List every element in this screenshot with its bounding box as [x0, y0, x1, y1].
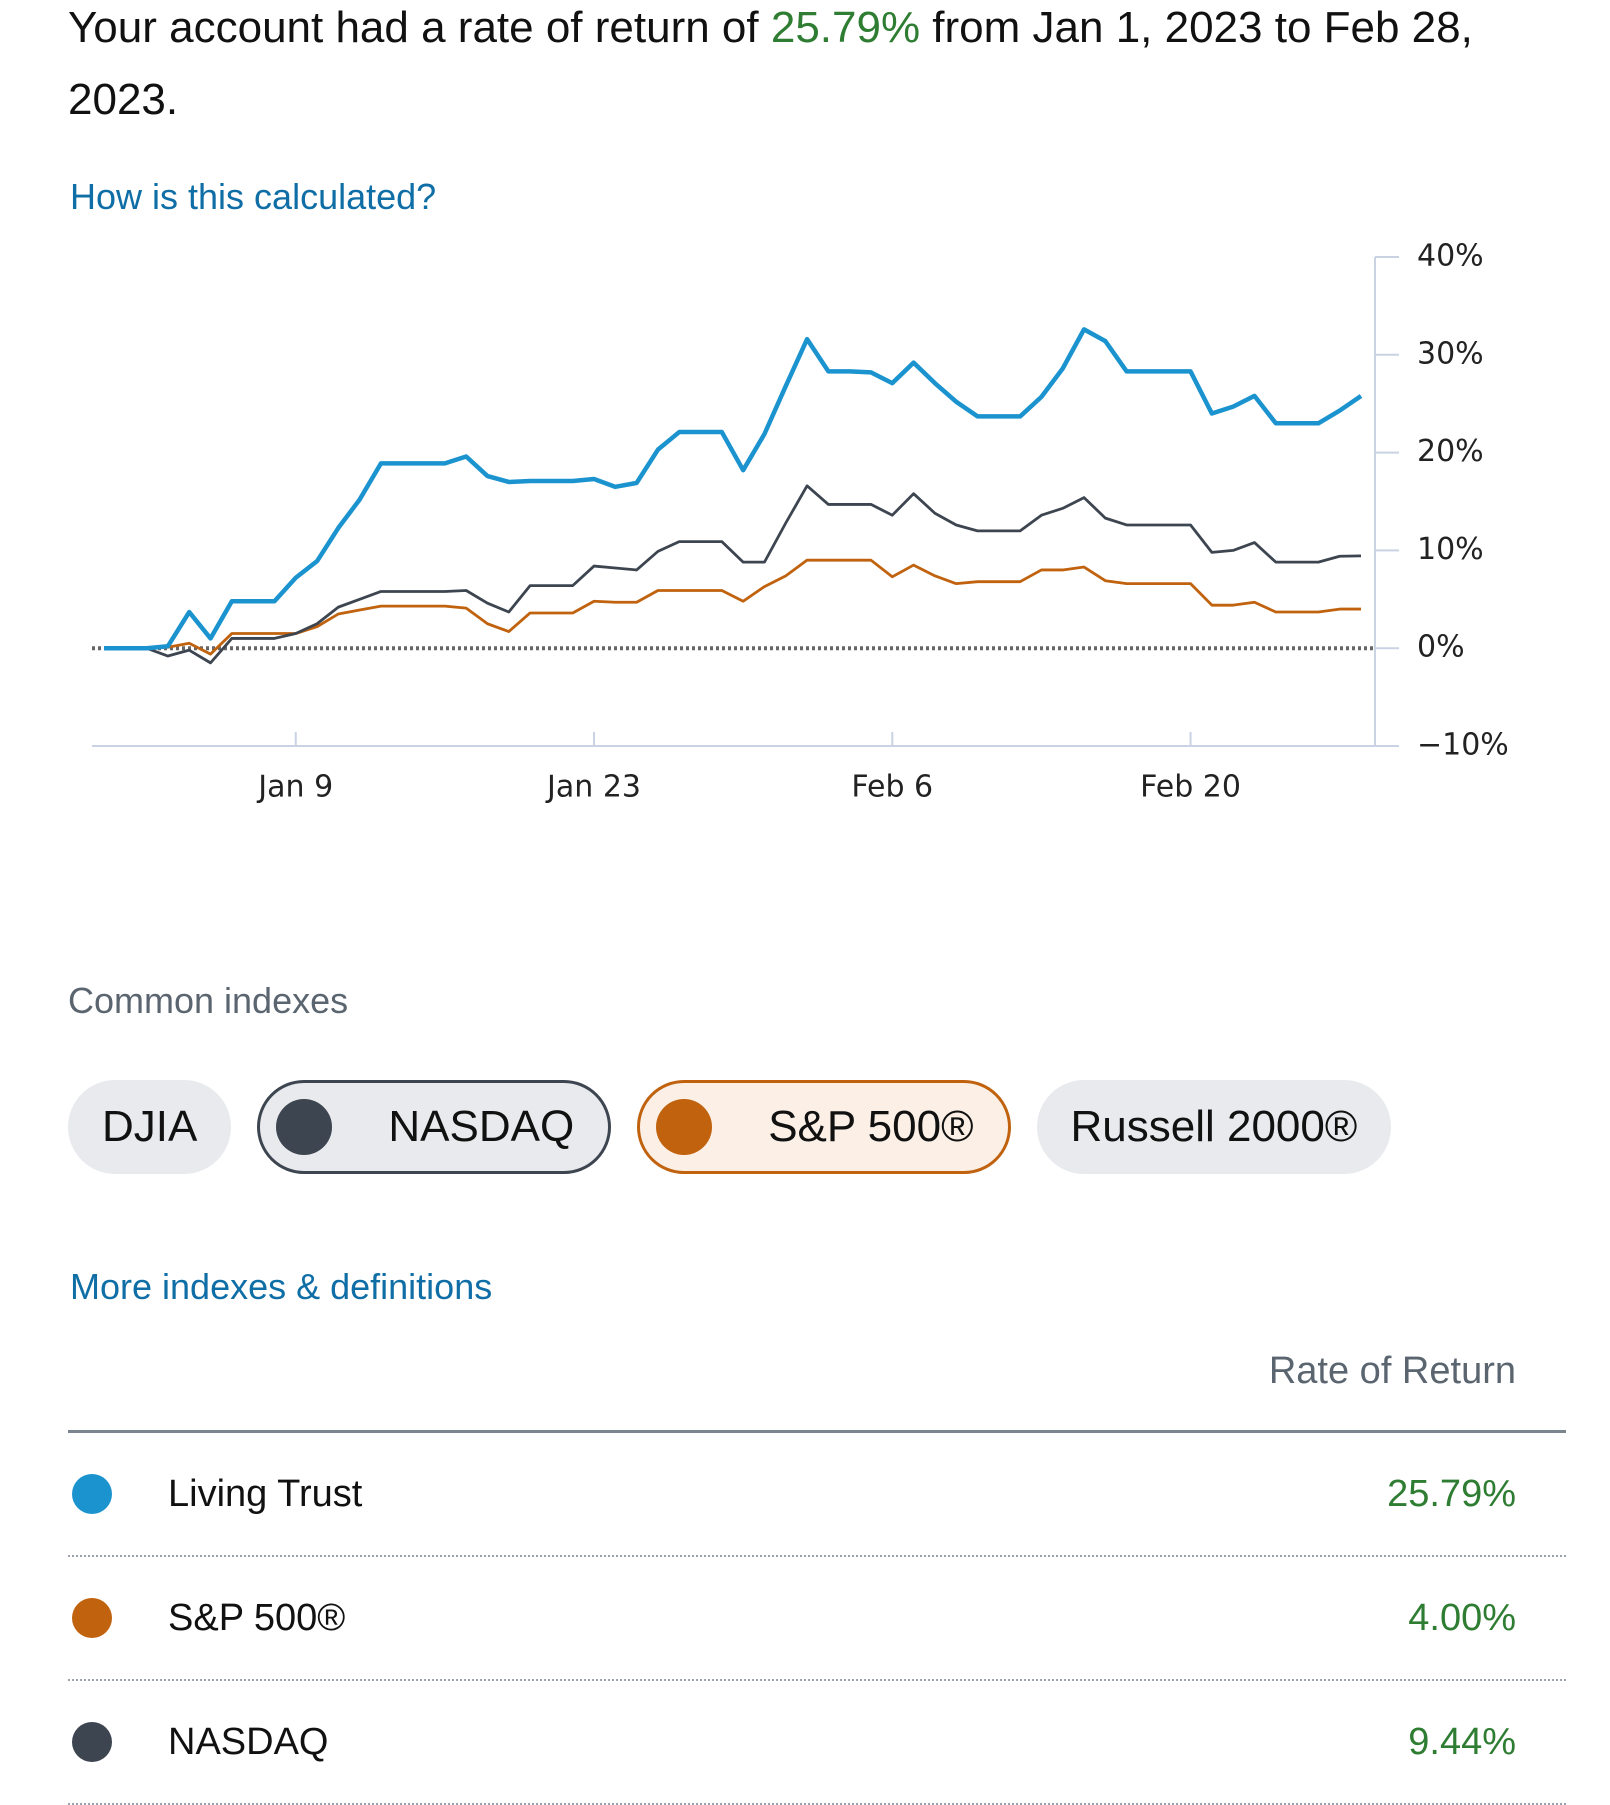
row-name: NASDAQ [168, 1720, 329, 1763]
row-dot [72, 1722, 112, 1762]
y-tick-label: 40% [1417, 239, 1484, 274]
summary-prefix: Your account had a rate of return of [68, 3, 771, 52]
series-line [104, 327, 1363, 651]
row-name: Living Trust [168, 1472, 363, 1515]
summary-suffix: from Jan 1, 2023 to Feb 28, 2023. [68, 3, 1473, 124]
x-tick-label: Jan 9 [256, 770, 333, 805]
index-chip[interactable]: Russell 2000® [1036, 1080, 1392, 1174]
returns-table: Rate of Return Living Trust 25.79% S&P 500… [68, 1350, 1566, 1805]
index-chip[interactable]: NASDAQ [257, 1080, 612, 1174]
summary: Your account had a rate of return of 25.… [68, 0, 1568, 136]
y-tick-label: 10% [1417, 532, 1484, 567]
series-line [104, 484, 1362, 665]
table-row: S&P 500® 4.00% [68, 1557, 1566, 1681]
x-tick-label: Feb 6 [851, 770, 933, 805]
x-tick-label: Feb 20 [1140, 770, 1241, 805]
table-row: Living Trust 25.79% [68, 1433, 1566, 1557]
row-name: S&P 500® [168, 1596, 346, 1639]
index-chip[interactable]: S&P 500® [637, 1080, 1011, 1174]
chip-label: Russell 2000® [1070, 1102, 1358, 1151]
chip-dot [276, 1099, 333, 1155]
row-dot [72, 1474, 112, 1514]
x-tick-label: Jan 23 [545, 770, 641, 805]
more-link[interactable]: More indexes & definitions [70, 1266, 493, 1307]
y-tick-label: 20% [1417, 434, 1484, 469]
y-tick-label: −10% [1417, 728, 1509, 763]
row-dot [72, 1598, 112, 1638]
chart: 40% 30% 20% 10% 0% −10% Jan 9 Jan 23 Feb 6 Feb 20 [92, 239, 1509, 805]
row-value: 4.00% [1408, 1596, 1516, 1639]
y-tick-label: 30% [1417, 336, 1484, 371]
calc-link[interactable]: How is this calculated? [70, 176, 437, 217]
table-header: Rate of Return [68, 1350, 1566, 1433]
chip-dot [656, 1099, 713, 1155]
table-row: NASDAQ 9.44% [68, 1681, 1566, 1805]
indexes-title: Common indexes [68, 980, 349, 1021]
summary-rate: 25.79% [770, 3, 921, 52]
index-chip[interactable]: DJIA [68, 1080, 232, 1174]
y-tick-label: 0% [1417, 630, 1465, 665]
chip-label: S&P 500® [768, 1102, 974, 1151]
row-value: 25.79% [1387, 1472, 1516, 1515]
chip-label: DJIA [102, 1102, 198, 1151]
index-chips: DJIA NASDAQ S&P 500® Russell 2000® [68, 1080, 1392, 1174]
row-value: 9.44% [1408, 1720, 1516, 1763]
series-line [104, 558, 1361, 656]
chip-label: NASDAQ [388, 1102, 575, 1151]
page: Your account had a rate of return of 25.… [68, 0, 1568, 1805]
